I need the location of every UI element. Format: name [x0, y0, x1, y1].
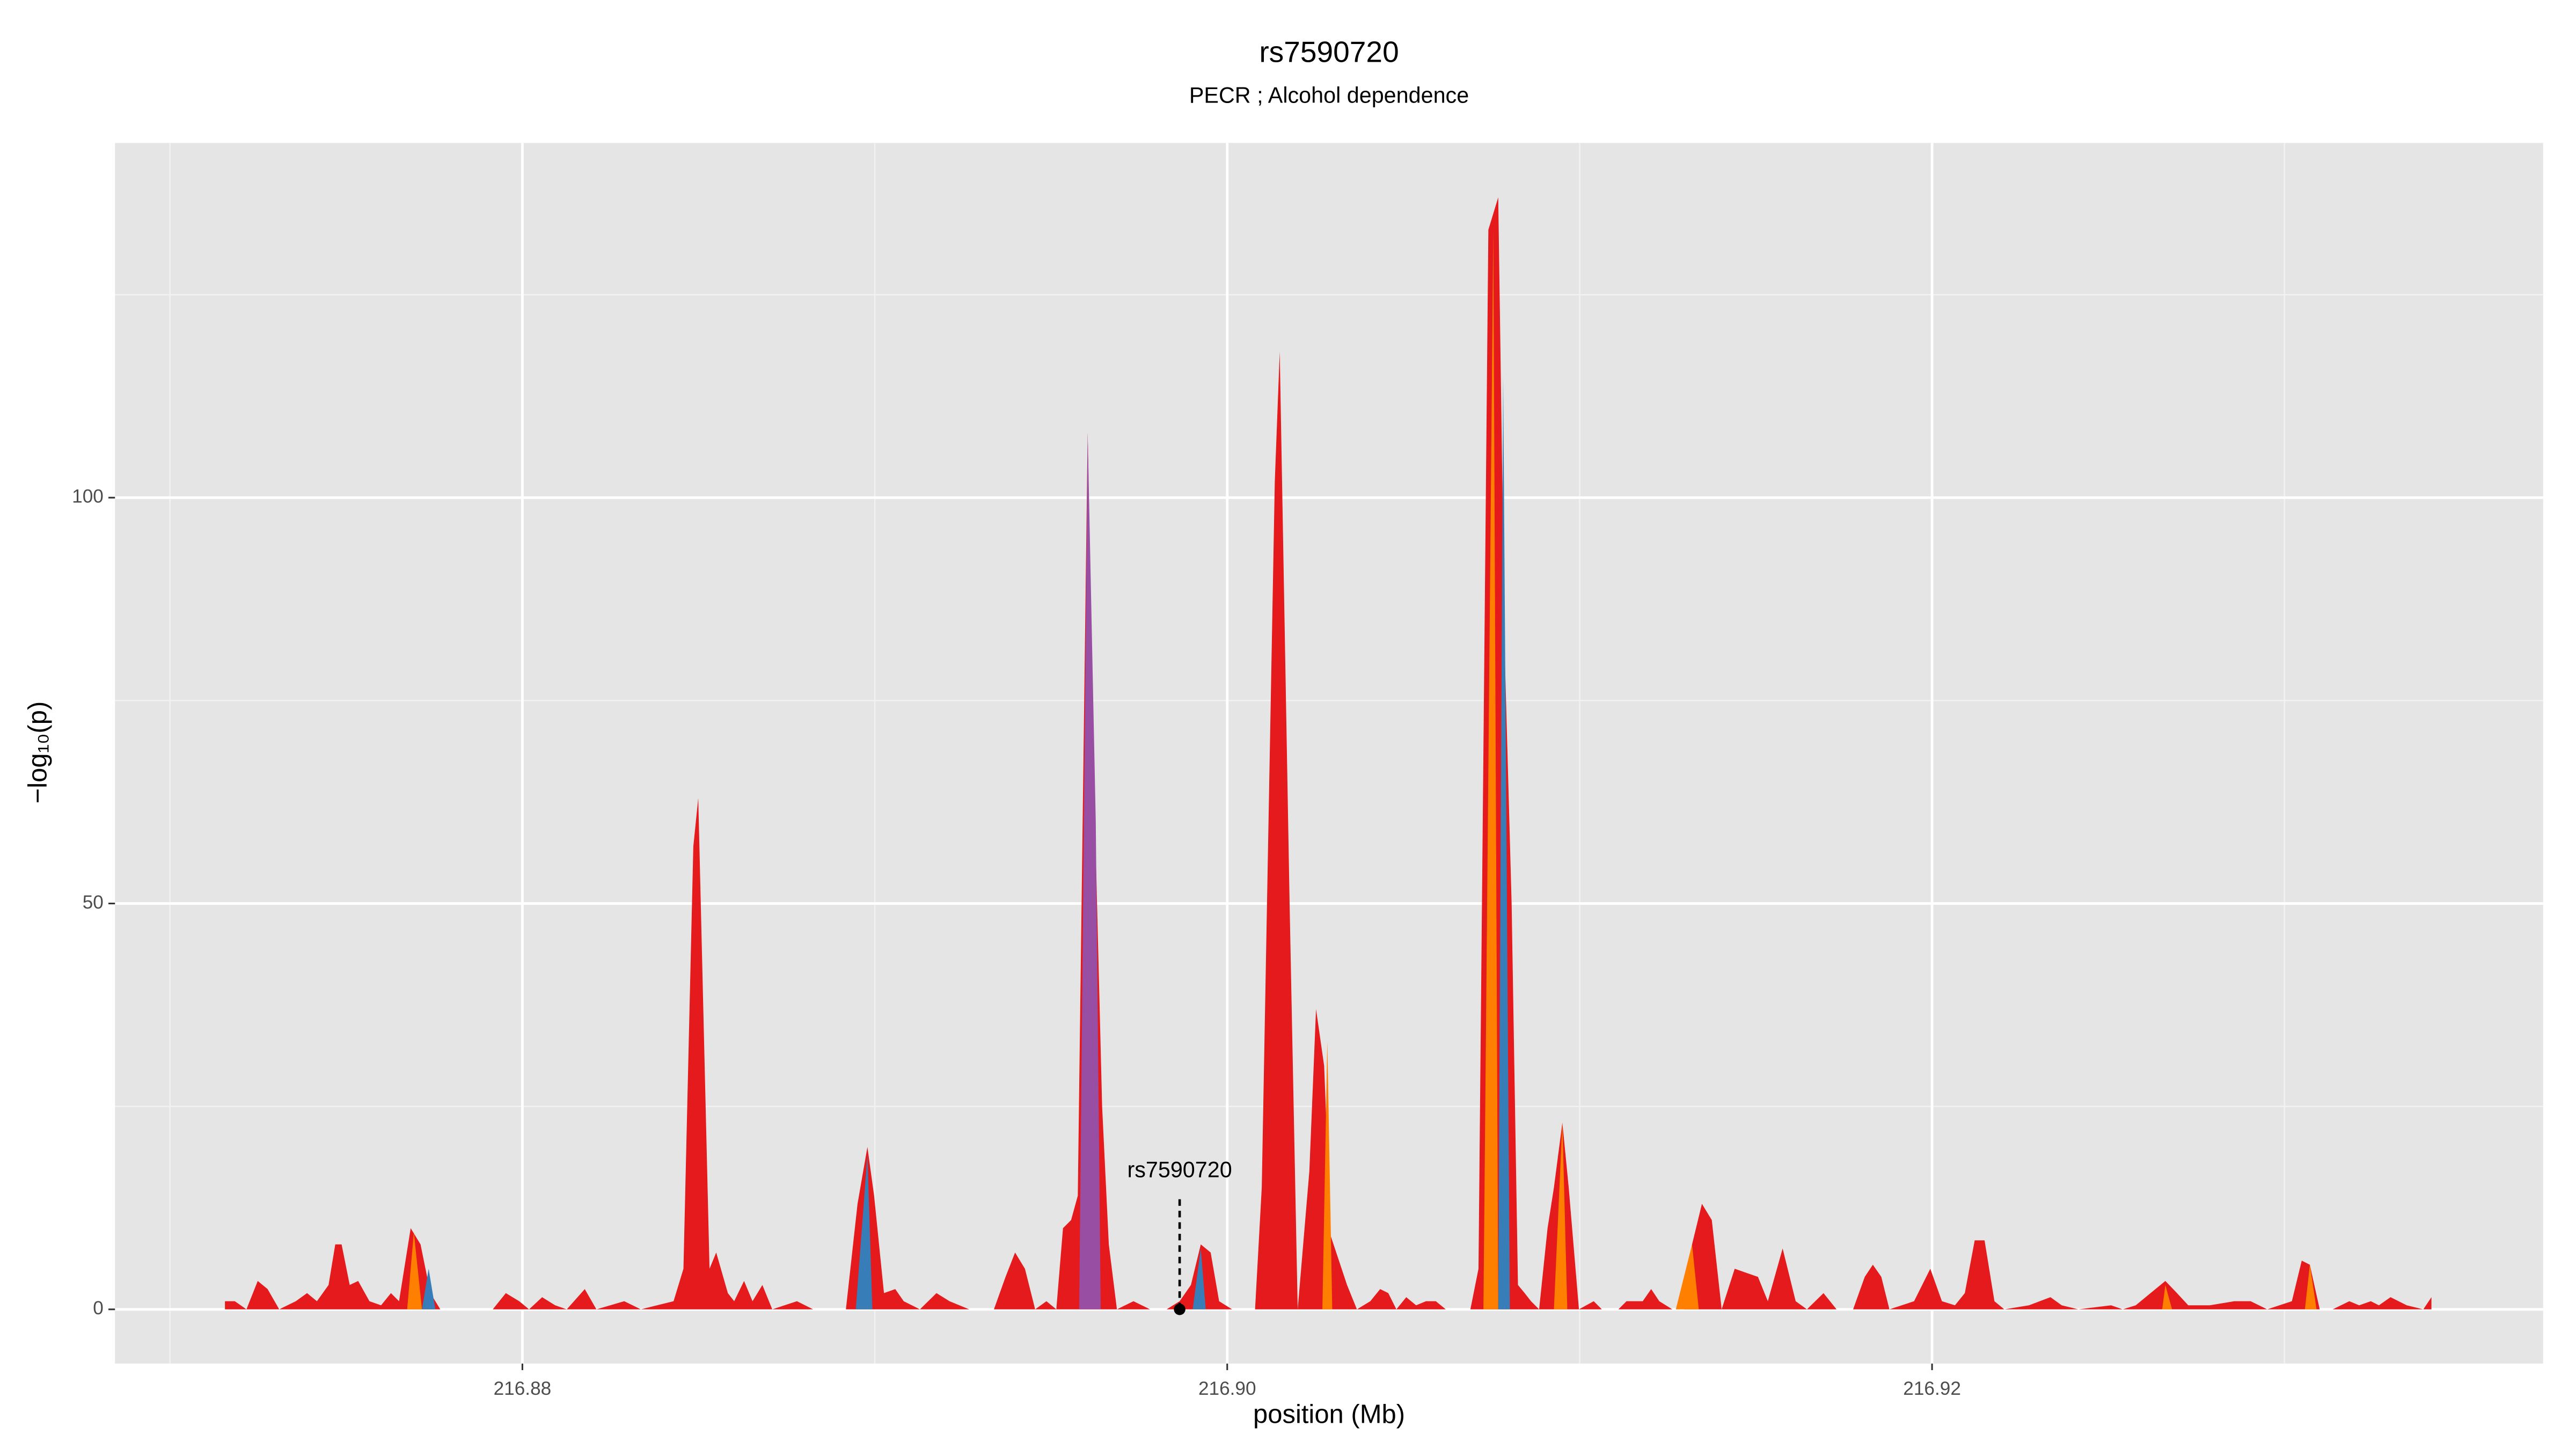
y-tick-label: 0: [93, 1298, 104, 1319]
area: [1322, 1041, 1333, 1309]
area: [855, 1155, 873, 1309]
area: [2304, 1264, 2317, 1309]
plot-area: rs7590720: [115, 143, 2543, 1364]
annotation-point: [1174, 1304, 1185, 1315]
y-tick-label: 50: [83, 892, 104, 913]
area: [2162, 1285, 2172, 1309]
area: [407, 1232, 422, 1309]
annotation-label: rs7590720: [1127, 1158, 1232, 1182]
y-axis-label: −log₁₀(p): [23, 701, 52, 804]
x-tick-label: 216.90: [1198, 1378, 1256, 1399]
y-tick-label: 100: [72, 486, 104, 507]
area: [1675, 1244, 1699, 1309]
area: [1079, 433, 1101, 1309]
area: [1192, 1248, 1206, 1309]
chart-title: rs7590720: [1259, 35, 1399, 69]
x-tick-label: 216.92: [1903, 1378, 1961, 1399]
chart-subtitle: PECR ; Alcohol dependence: [1189, 83, 1469, 108]
x-tick-label: 216.88: [494, 1378, 552, 1399]
x-axis-label: position (Mb): [1253, 1400, 1405, 1429]
area: [422, 1269, 436, 1309]
area: [1498, 376, 1510, 1309]
area: [1554, 1122, 1568, 1309]
